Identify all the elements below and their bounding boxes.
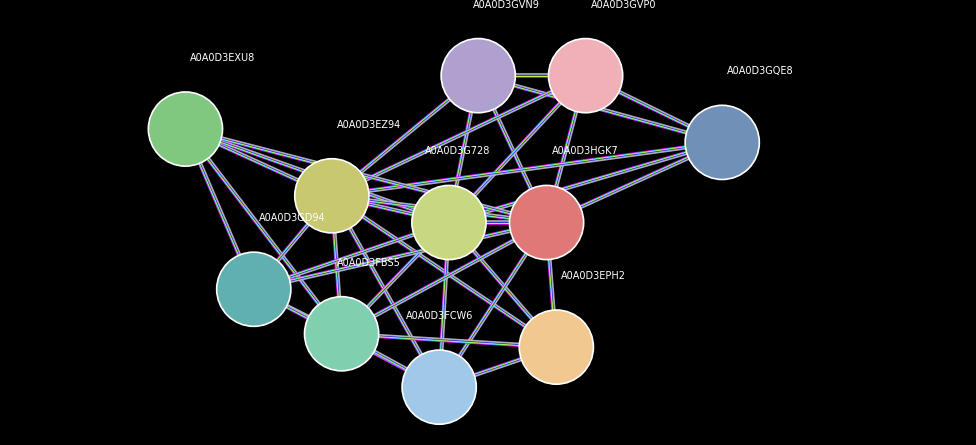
Text: A0A0D3FCW6: A0A0D3FCW6 (405, 311, 473, 321)
Ellipse shape (148, 92, 223, 166)
Text: A0A0D3GVP0: A0A0D3GVP0 (590, 0, 656, 10)
Ellipse shape (305, 297, 379, 371)
Text: A0A0D3EPH2: A0A0D3EPH2 (561, 271, 627, 281)
Text: A0A0D3EXU8: A0A0D3EXU8 (190, 53, 256, 63)
Text: A0A0D3G728: A0A0D3G728 (425, 146, 490, 157)
Ellipse shape (549, 39, 623, 113)
Text: A0A0D3GQE8: A0A0D3GQE8 (727, 66, 793, 77)
Ellipse shape (509, 186, 584, 259)
Text: A0A0D3GVN9: A0A0D3GVN9 (473, 0, 541, 10)
Text: A0A0D3FBS5: A0A0D3FBS5 (337, 258, 400, 268)
Text: A0A0D3GD94: A0A0D3GD94 (259, 213, 325, 223)
Ellipse shape (217, 252, 291, 326)
Text: A0A0D3HGK7: A0A0D3HGK7 (551, 146, 618, 157)
Ellipse shape (519, 310, 593, 384)
Ellipse shape (441, 39, 515, 113)
Ellipse shape (295, 159, 369, 233)
Text: A0A0D3EZ94: A0A0D3EZ94 (337, 120, 401, 130)
Ellipse shape (685, 105, 759, 179)
Ellipse shape (402, 350, 476, 424)
Ellipse shape (412, 186, 486, 259)
